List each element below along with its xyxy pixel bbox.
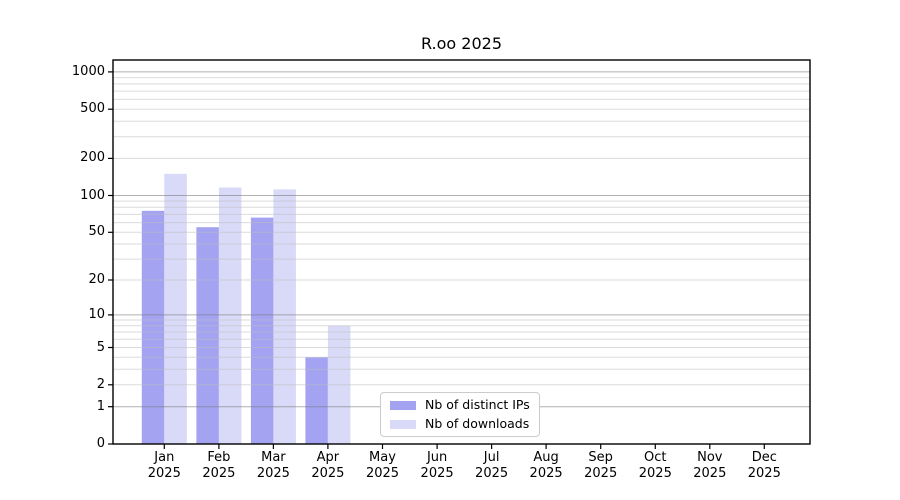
y-tick-label: 2 xyxy=(96,376,105,392)
x-tick-label-may: May 2025 xyxy=(365,450,400,481)
x-tick-label-feb: Feb 2025 xyxy=(202,450,236,481)
y-tick-label: 5 xyxy=(96,339,105,355)
x-tick-label-sep: Sep 2025 xyxy=(584,450,618,481)
bar-downloads-feb xyxy=(218,187,242,444)
bar-distinct-ips-apr xyxy=(305,357,328,444)
x-tick-label-jan: Jan 2025 xyxy=(147,450,181,481)
y-tick-label: 500 xyxy=(80,101,105,117)
y-tick-label: 1000 xyxy=(71,63,105,79)
bar-downloads-jan xyxy=(164,173,187,445)
bar-downloads-mar xyxy=(273,189,296,444)
y-tick-label: 200 xyxy=(80,150,105,166)
legend-item-distinct-ips: Nb of distinct IPs xyxy=(390,398,530,412)
legend-swatch-distinct-ips xyxy=(390,400,416,410)
bar-distinct-ips-jan xyxy=(141,210,165,444)
legend-item-downloads: Nb of downloads xyxy=(390,417,530,431)
x-tick-label-aug: Aug 2025 xyxy=(529,450,563,481)
x-tick-label-jul: Jul 2025 xyxy=(475,450,509,481)
x-tick-label-oct: Oct 2025 xyxy=(638,450,672,481)
legend-swatch-downloads xyxy=(390,419,416,429)
x-tick-label-jun: Jun 2025 xyxy=(420,450,454,481)
y-tick-label: 10 xyxy=(88,306,105,322)
x-tick-label-mar: Mar 2025 xyxy=(256,450,290,481)
y-tick-label: 50 xyxy=(88,224,105,240)
y-tick-label: 100 xyxy=(80,187,105,203)
plot-border xyxy=(112,59,811,445)
y-tick-label: 1 xyxy=(96,398,105,414)
bar-distinct-ips-feb xyxy=(196,227,219,444)
legend-label-downloads: Nb of downloads xyxy=(425,416,530,431)
y-tick-label: 0 xyxy=(96,436,105,451)
x-tick-label-apr: Apr 2025 xyxy=(311,450,345,481)
chart-title: R.oo 2025 xyxy=(420,34,502,53)
bar-distinct-ips-mar xyxy=(250,217,274,444)
legend-label-distinct-ips: Nb of distinct IPs xyxy=(425,397,530,412)
legend: Nb of distinct IPs Nb of downloads xyxy=(380,392,540,437)
x-tick-label-nov: Nov 2025 xyxy=(693,450,727,481)
y-tick-label: 20 xyxy=(88,272,105,287)
x-tick-label-dec: Dec 2025 xyxy=(747,450,781,481)
